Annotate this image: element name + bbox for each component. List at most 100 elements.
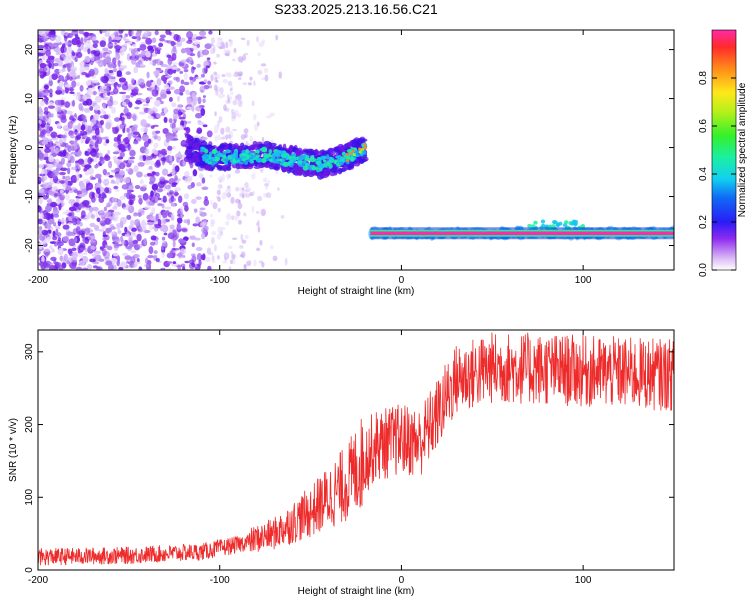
spectrogram-cell: [170, 66, 178, 70]
spectrogram-cell: [68, 238, 76, 247]
spectrogram-cell: [89, 222, 96, 228]
spectrogram-cell: [282, 158, 286, 163]
spectrogram-cell: [272, 255, 278, 262]
spectrogram-cell: [103, 206, 108, 212]
spectrogram-cell: [129, 149, 136, 157]
spectrogram-cell: [64, 86, 69, 94]
spectrogram-cell: [136, 233, 142, 242]
spectrogram-cell: [148, 57, 152, 61]
spectrogram-cell: [98, 152, 103, 158]
spectrogram-cell: [73, 202, 80, 208]
spectrogram-cell: [89, 229, 94, 233]
spectrogram-cell: [572, 221, 577, 226]
spectrogram-cell: [233, 47, 237, 54]
spectrogram-cell: [133, 66, 139, 74]
spectrogram-cell: [268, 158, 273, 162]
spectrogram-cell: [52, 235, 58, 241]
spectrogram-cell: [288, 167, 296, 173]
spectrogram-cell: [84, 150, 88, 155]
spectrogram-cell: [48, 163, 54, 169]
spectrogram-cell: [102, 234, 108, 238]
spectrogram-cell: [119, 195, 126, 200]
spectrogram-cell: [39, 173, 46, 177]
spectrogram-cell: [322, 159, 326, 163]
spectrogram-cell: [268, 149, 273, 154]
spectrogram-cell: [71, 247, 77, 252]
spectrogram-cell: [77, 193, 85, 198]
spectrogram-cell: [134, 218, 141, 227]
spectrogram-cell: [68, 206, 77, 212]
spectrogram-cell: [112, 206, 118, 210]
spectrogram-cell: [260, 63, 267, 67]
spectrogram-cell: [57, 60, 64, 67]
spectrogram-cell: [159, 37, 165, 42]
spectrogram-cell: [159, 176, 166, 182]
spectrogram-cell: [232, 237, 238, 241]
spectrogram-cell: [69, 262, 77, 270]
spectrogram-cell: [61, 30, 66, 36]
spectrogram-y-label: Frequency (Hz): [8, 116, 19, 185]
spectrogram-cell: [186, 47, 191, 56]
spectrogram-cell: [168, 178, 176, 185]
spectrogram-cell: [148, 246, 154, 255]
spectrogram-cell: [162, 180, 170, 184]
spectrogram-cell: [153, 70, 159, 75]
spectrogram-cell: [232, 157, 236, 163]
spectrogram-cell: [553, 220, 558, 225]
spectrogram-cell: [183, 72, 189, 81]
spectrogram-cell: [89, 158, 94, 162]
spectrogram-cell: [58, 171, 66, 176]
spectrogram-cell: [94, 183, 102, 188]
spectrogram-x-label: Height of straight line (km): [298, 286, 415, 297]
spectrogram-cell: [187, 135, 193, 141]
spectrogram-cell: [133, 214, 138, 217]
spectrogram-cell: [196, 127, 203, 134]
spectrogram-cell: [123, 160, 128, 164]
spectrogram-cell: [272, 157, 276, 163]
spectrogram-cell: [62, 149, 67, 157]
spectrogram-cell: [119, 48, 125, 56]
spectrogram-cell: [310, 158, 316, 163]
spectrogram-cell: [317, 172, 322, 177]
spectrogram-cell: [347, 163, 352, 171]
spectrogram-cell: [184, 170, 190, 178]
spectrogram-cell: [213, 124, 220, 132]
spectrogram-cell: [88, 167, 94, 175]
spectrogram-cell: [216, 164, 221, 169]
spectrogram-cell: [147, 138, 152, 144]
spectrogram-cell: [328, 158, 335, 164]
spectrogram-cell: [44, 96, 49, 104]
spectrogram-cell: [140, 99, 147, 103]
spectrogram-cell: [128, 194, 136, 199]
spectrogram-cell: [128, 235, 133, 241]
spectrogram-cell: [90, 245, 97, 250]
spectrogram-cell: [150, 160, 154, 166]
spectrogram-cell: [169, 122, 177, 129]
spectrogram-cell: [62, 236, 70, 242]
spectrogram-cell: [151, 183, 159, 191]
spectrogram-cell: [188, 140, 193, 146]
spectrogram-cell: [147, 107, 154, 115]
spectrogram-cell: [211, 255, 215, 261]
spectrogram-cell: [257, 70, 263, 75]
spectrogram-cell: [146, 96, 153, 100]
spectrogram-cell: [176, 95, 181, 102]
spectrogram-cell: [161, 240, 167, 244]
spectrogram-cell: [210, 213, 213, 218]
spectrogram-cell: [240, 233, 244, 241]
colorbar: 0.0 0.2 0.4 0.6 0.8 Normalized spectral ampl…: [698, 29, 748, 277]
spectrogram-cell: [154, 30, 159, 36]
spectrogram-cell: [243, 263, 247, 268]
spectrogram-cell: [102, 97, 110, 101]
spectrogram-cell: [82, 59, 89, 63]
spectrogram-cell: [187, 185, 193, 190]
spectrogram-cell: [167, 145, 173, 151]
spectrogram-cell: [200, 221, 207, 227]
spectrogram-cell: [41, 129, 47, 135]
spectrogram-cell: [232, 73, 236, 78]
spectrogram-cell: [84, 205, 92, 208]
spectrogram-cell: [108, 36, 112, 44]
spectrogram-cell: [540, 219, 546, 224]
x-tick-label: -100: [210, 275, 230, 286]
spectrogram-cell: [47, 55, 55, 60]
